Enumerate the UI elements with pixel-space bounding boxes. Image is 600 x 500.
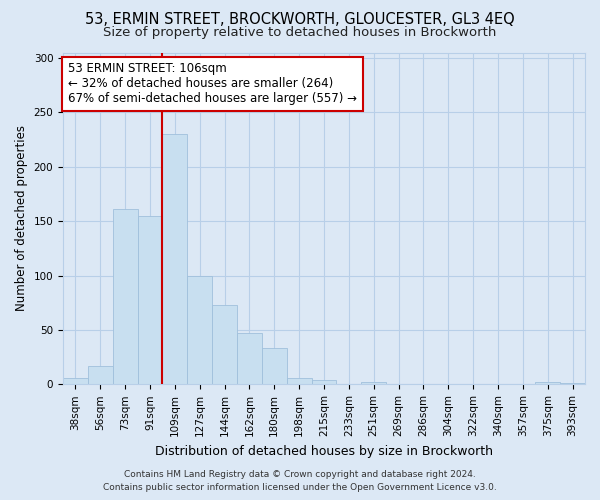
Bar <box>287 378 311 384</box>
Text: Size of property relative to detached houses in Brockworth: Size of property relative to detached ho… <box>103 26 497 39</box>
Text: 53 ERMIN STREET: 106sqm
← 32% of detached houses are smaller (264)
67% of semi-d: 53 ERMIN STREET: 106sqm ← 32% of detache… <box>68 62 357 106</box>
Text: 53, ERMIN STREET, BROCKWORTH, GLOUCESTER, GL3 4EQ: 53, ERMIN STREET, BROCKWORTH, GLOUCESTER… <box>85 12 515 28</box>
Bar <box>88 366 113 384</box>
Bar <box>560 383 585 384</box>
X-axis label: Distribution of detached houses by size in Brockworth: Distribution of detached houses by size … <box>155 444 493 458</box>
Bar <box>361 382 386 384</box>
Text: Contains HM Land Registry data © Crown copyright and database right 2024.
Contai: Contains HM Land Registry data © Crown c… <box>103 470 497 492</box>
Bar <box>535 382 560 384</box>
Bar <box>237 333 262 384</box>
Y-axis label: Number of detached properties: Number of detached properties <box>15 126 28 312</box>
Bar <box>262 348 287 384</box>
Bar <box>311 380 337 384</box>
Bar <box>113 209 137 384</box>
Bar <box>63 378 88 384</box>
Bar <box>137 216 163 384</box>
Bar <box>163 134 187 384</box>
Bar <box>187 276 212 384</box>
Bar <box>212 305 237 384</box>
